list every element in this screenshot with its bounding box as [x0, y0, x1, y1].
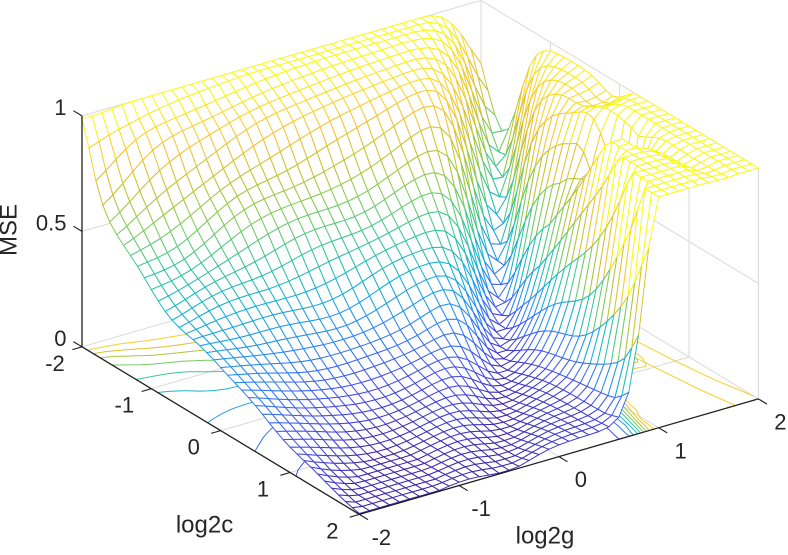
- svg-text:-2: -2: [45, 351, 65, 376]
- svg-text:2: 2: [326, 518, 338, 543]
- svg-text:-2: -2: [372, 525, 392, 550]
- svg-text:1: 1: [257, 477, 269, 502]
- svg-text:log2g: log2g: [516, 523, 575, 550]
- svg-text:log2c: log2c: [176, 512, 233, 539]
- svg-text:2: 2: [774, 409, 786, 434]
- svg-text:0: 0: [188, 435, 200, 460]
- svg-text:1: 1: [54, 95, 66, 120]
- svg-text:1: 1: [674, 438, 686, 463]
- svg-text:-1: -1: [471, 496, 491, 521]
- svg-text:0: 0: [575, 467, 587, 492]
- svg-text:0.5: 0.5: [36, 210, 67, 235]
- svg-text:0: 0: [54, 326, 66, 351]
- svg-text:MSE: MSE: [0, 204, 23, 256]
- svg-text:-1: -1: [115, 393, 135, 418]
